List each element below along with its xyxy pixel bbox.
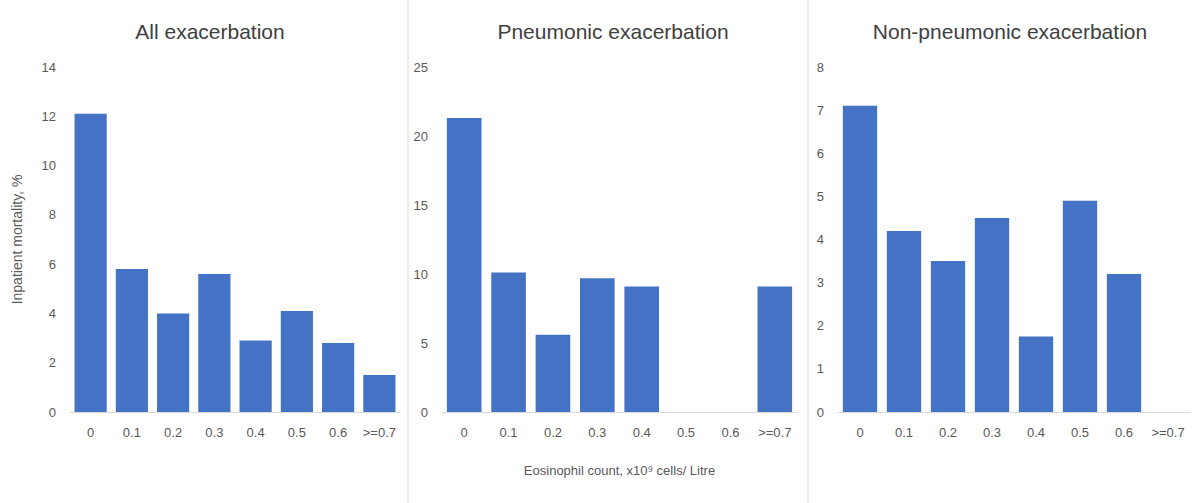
svg-text:0.6: 0.6 (329, 425, 347, 440)
svg-text:0: 0 (817, 405, 824, 420)
svg-text:0.6: 0.6 (721, 425, 739, 440)
svg-text:5: 5 (421, 336, 428, 351)
svg-text:4: 4 (49, 306, 56, 321)
svg-text:0.2: 0.2 (939, 425, 957, 440)
svg-text:3: 3 (817, 275, 824, 290)
svg-text:0.1: 0.1 (500, 425, 518, 440)
svg-text:0: 0 (856, 425, 863, 440)
svg-text:0: 0 (421, 405, 428, 420)
svg-text:All exacerbation: All exacerbation (135, 20, 284, 43)
svg-text:20: 20 (414, 129, 428, 144)
svg-text:0.5: 0.5 (1071, 425, 1089, 440)
svg-text:4: 4 (817, 232, 824, 247)
svg-text:10: 10 (42, 158, 56, 173)
svg-text:0: 0 (49, 405, 56, 420)
svg-text:8: 8 (817, 60, 824, 75)
svg-text:0: 0 (461, 425, 468, 440)
svg-text:0.3: 0.3 (205, 425, 223, 440)
svg-text:5: 5 (817, 189, 824, 204)
svg-text:0.1: 0.1 (895, 425, 913, 440)
svg-text:0.6: 0.6 (1115, 425, 1133, 440)
svg-text:8: 8 (49, 207, 56, 222)
svg-text:Inpatient mortality, %: Inpatient mortality, % (9, 175, 25, 305)
svg-text:>=0.7: >=0.7 (1151, 425, 1184, 440)
svg-text:0: 0 (87, 425, 94, 440)
svg-text:7: 7 (817, 103, 824, 118)
svg-text:14: 14 (42, 60, 56, 75)
svg-text:0.4: 0.4 (1027, 425, 1045, 440)
svg-text:0.3: 0.3 (588, 425, 606, 440)
svg-text:6: 6 (817, 146, 824, 161)
svg-text:0.2: 0.2 (544, 425, 562, 440)
svg-text:>=0.7: >=0.7 (758, 425, 791, 440)
svg-text:12: 12 (42, 109, 56, 124)
svg-text:>=0.7: >=0.7 (363, 425, 396, 440)
svg-text:Non-pneumonic exacerbation: Non-pneumonic exacerbation (873, 20, 1147, 43)
svg-text:1: 1 (817, 361, 824, 376)
svg-text:0.4: 0.4 (633, 425, 651, 440)
svg-text:0.5: 0.5 (677, 425, 695, 440)
svg-text:Eosinophil count, x10⁹ cells/: Eosinophil count, x10⁹ cells/ Litre (524, 463, 715, 478)
svg-text:0.4: 0.4 (247, 425, 265, 440)
svg-text:6: 6 (49, 257, 56, 272)
svg-text:0.2: 0.2 (164, 425, 182, 440)
svg-text:2: 2 (49, 355, 56, 370)
svg-text:0.1: 0.1 (123, 425, 141, 440)
svg-text:25: 25 (414, 60, 428, 75)
svg-text:2: 2 (817, 318, 824, 333)
svg-text:0.5: 0.5 (288, 425, 306, 440)
svg-text:15: 15 (414, 198, 428, 213)
svg-text:Pneumonic exacerbation: Pneumonic exacerbation (497, 20, 728, 43)
svg-text:0.3: 0.3 (983, 425, 1001, 440)
svg-text:10: 10 (414, 267, 428, 282)
